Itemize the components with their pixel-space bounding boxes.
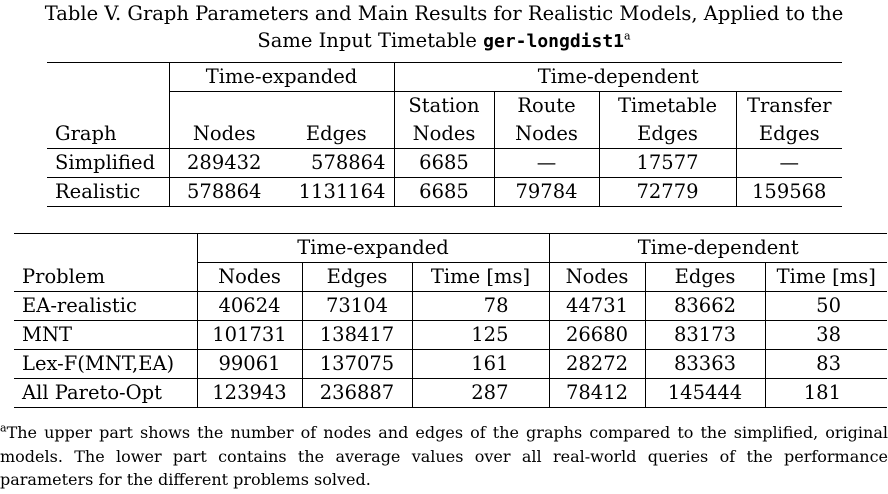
cell-value: 159568 <box>752 180 827 203</box>
col-te-nodes: Nodes <box>169 120 279 149</box>
upper-empty-header-cell <box>47 62 170 92</box>
caption-line-1: Table V. Graph Parameters and Main Resul… <box>44 2 844 25</box>
col-graph: Graph <box>47 120 170 149</box>
cell-value: 125 <box>412 320 550 350</box>
cell-value: 40624 <box>197 291 303 321</box>
cell-value: 1131164 <box>279 177 395 207</box>
col-td-time: Time [ms] <box>765 262 887 292</box>
cell-value: 287 <box>412 378 550 408</box>
table-caption: Table V. Graph Parameters and Main Resul… <box>0 0 888 55</box>
col-timetable-l2: Edges <box>599 120 737 149</box>
col-route-l1: Route <box>494 91 600 120</box>
row-label: Lex-F(MNT,EA) <box>14 349 198 379</box>
cell-value: — <box>736 148 842 178</box>
lower-group-time-dependent: Time-dependent <box>549 233 887 263</box>
table-row: MNT 101731 138417 125 26680 83173 38 <box>14 320 887 350</box>
col-timetable-l1: Timetable <box>599 91 737 120</box>
cell-value: 72779 <box>599 177 737 207</box>
caption-line-2-prefix: Same Input Timetable <box>257 29 484 52</box>
cell-value: 99061 <box>197 349 303 379</box>
cell-value: 578864 <box>187 180 262 203</box>
results-table: Time-expanded Time-dependent Problem Nod… <box>14 233 887 408</box>
cell-value: 289432 <box>169 148 279 178</box>
upper-group-header-row: Time-expanded Time-dependent <box>47 62 842 92</box>
cell-value: 17577 <box>599 148 737 178</box>
col-problem: Problem <box>14 262 198 292</box>
table-row: Realistic 578864 1131164 6685 79784 7277… <box>47 177 842 207</box>
cell-value: 138417 <box>302 320 413 350</box>
cell-value: 137075 <box>302 349 413 379</box>
table-row: All Pareto-Opt 123943 236887 287 78412 1… <box>14 378 887 408</box>
row-label: Realistic <box>47 177 170 207</box>
table-row: Simplified 289432 578864 6685 — 17577 — <box>47 148 842 178</box>
cell-value: 83662 <box>645 291 766 321</box>
cell-value: 101731 <box>197 320 303 350</box>
cell-value: 78412 <box>549 378 646 408</box>
row-label: EA-realistic <box>14 291 198 321</box>
cell-value: 83363 <box>645 349 766 379</box>
upper-group-time-dependent: Time-dependent <box>394 62 842 92</box>
footnote-mark: a <box>0 421 7 435</box>
cell-value: 161 <box>412 349 550 379</box>
col-te-nodes: Nodes <box>197 262 303 292</box>
lower-group-header-row: Time-expanded Time-dependent <box>14 233 887 263</box>
col-te-time: Time [ms] <box>412 262 550 292</box>
cell-value: 44731 <box>549 291 646 321</box>
cell-value: 26680 <box>549 320 646 350</box>
cell-value: 83 <box>765 349 887 379</box>
col-te-edges: Edges <box>279 120 395 149</box>
cell-value: 79784 <box>494 177 600 207</box>
upper-column-header-row-a: Station Route Timetable Transfer <box>47 91 842 120</box>
row-label: MNT <box>14 320 198 350</box>
cell-value: — <box>494 148 600 178</box>
cell-value: 73104 <box>302 291 413 321</box>
cell-value: 123943 <box>197 378 303 408</box>
row-label: Simplified <box>47 148 170 178</box>
table-row: EA-realistic 40624 73104 78 44731 83662 … <box>14 291 887 321</box>
lower-column-header-row: Problem Nodes Edges Time [ms] Nodes Edge… <box>14 262 887 292</box>
graph-parameters-table: Time-expanded Time-dependent Station Rou… <box>47 62 842 207</box>
cell-value: 38 <box>765 320 887 350</box>
cell-value: 6685 <box>394 148 495 178</box>
cell-value: 236887 <box>302 378 413 408</box>
cell-value: 78 <box>412 291 550 321</box>
caption-line-2: Same Input Timetable ger-longdist1a <box>0 27 888 55</box>
cell-value: 50 <box>765 291 887 321</box>
col-td-nodes: Nodes <box>549 262 646 292</box>
col-route-l2: Nodes <box>494 120 600 149</box>
cell-value: 6685 <box>394 177 495 207</box>
col-td-edges: Edges <box>645 262 766 292</box>
lower-empty-header-cell <box>14 233 198 263</box>
footnote-text: The upper part shows the number of nodes… <box>0 423 888 489</box>
cell-value: 83173 <box>645 320 766 350</box>
col-transfer-l2: Edges <box>736 120 842 149</box>
row-label: All Pareto-Opt <box>14 378 198 408</box>
cell-value: 181 <box>803 381 841 404</box>
upper-group-time-expanded: Time-expanded <box>169 62 395 92</box>
cell-value: 578864 <box>279 148 395 178</box>
col-station-l1: Station <box>394 91 495 120</box>
col-transfer-l1: Transfer <box>746 94 832 117</box>
table-row: Lex-F(MNT,EA) 99061 137075 161 28272 833… <box>14 349 887 379</box>
footnote-marker: a <box>624 29 631 43</box>
upper-column-header-row-b: Graph Nodes Edges Nodes Nodes Edges Edge… <box>47 120 842 149</box>
col-te-edges: Edges <box>302 262 413 292</box>
table-footnote: aThe upper part shows the number of node… <box>0 421 888 492</box>
lower-group-time-expanded: Time-expanded <box>197 233 550 263</box>
dataset-name: ger-longdist1 <box>483 31 625 52</box>
cell-value: 145444 <box>645 378 766 408</box>
cell-value: 28272 <box>549 349 646 379</box>
col-station-l2: Nodes <box>394 120 495 149</box>
